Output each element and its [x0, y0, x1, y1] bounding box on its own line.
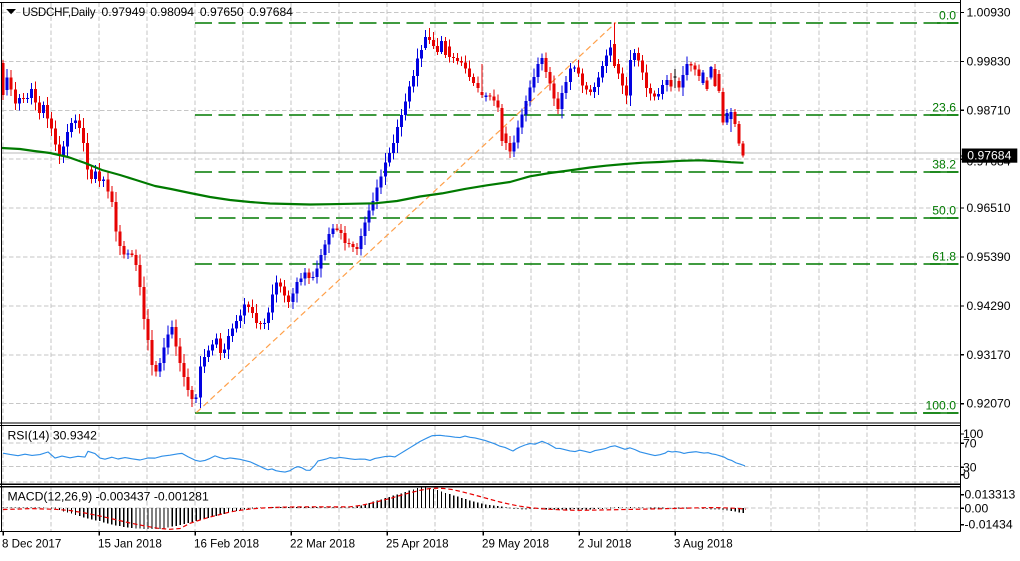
- svg-text:USDCHF,Daily: USDCHF,Daily: [22, 6, 95, 19]
- svg-text:0.96510: 0.96510: [967, 201, 1011, 215]
- svg-text:0.94290: 0.94290: [967, 299, 1011, 313]
- svg-text:15 Jan 2018: 15 Jan 2018: [98, 538, 162, 551]
- svg-text:38.2: 38.2: [932, 158, 956, 172]
- svg-text:0.013313: 0.013313: [965, 488, 1016, 502]
- svg-text:MACD(12,26,9) -0.003437 -0.001: MACD(12,26,9) -0.003437 -0.001281: [8, 490, 209, 504]
- svg-text:100: 100: [963, 427, 984, 441]
- svg-text:-0.01434: -0.01434: [965, 518, 1013, 532]
- svg-text:61.8: 61.8: [932, 250, 956, 264]
- svg-text:0.98094: 0.98094: [150, 5, 194, 19]
- svg-text:0.97684: 0.97684: [249, 5, 293, 19]
- svg-text:70: 70: [963, 436, 977, 450]
- svg-text:0.93170: 0.93170: [967, 348, 1011, 362]
- svg-text:16 Feb 2018: 16 Feb 2018: [194, 538, 259, 551]
- svg-text:0.0: 0.0: [939, 9, 956, 23]
- svg-text:22 Mar 2018: 22 Mar 2018: [290, 538, 355, 551]
- svg-text:0.95390: 0.95390: [967, 250, 1011, 264]
- svg-text:100.0: 100.0: [926, 399, 957, 413]
- svg-text:1.00930: 1.00930: [967, 6, 1011, 20]
- svg-text:0: 0: [963, 468, 970, 482]
- svg-text:RSI(14) 30.9342: RSI(14) 30.9342: [8, 429, 98, 443]
- svg-text:0.99830: 0.99830: [967, 54, 1011, 68]
- svg-text:23.6: 23.6: [932, 101, 956, 115]
- svg-text:2 Jul 2018: 2 Jul 2018: [578, 538, 632, 551]
- svg-text:0.00: 0.00: [965, 501, 989, 515]
- svg-text:0.92070: 0.92070: [967, 397, 1011, 411]
- svg-text:30: 30: [963, 460, 977, 474]
- svg-text:0.97650: 0.97650: [200, 5, 244, 19]
- svg-text:29 May 2018: 29 May 2018: [482, 538, 549, 551]
- svg-text:0.97684: 0.97684: [967, 149, 1011, 163]
- svg-text:0.98710: 0.98710: [967, 103, 1011, 117]
- svg-text:50.0: 50.0: [932, 204, 956, 218]
- svg-text:0.97949: 0.97949: [102, 5, 146, 19]
- svg-text:25 Apr 2018: 25 Apr 2018: [386, 538, 449, 551]
- svg-text:3 Aug 2018: 3 Aug 2018: [674, 538, 733, 551]
- svg-text:8 Dec 2017: 8 Dec 2017: [2, 538, 61, 551]
